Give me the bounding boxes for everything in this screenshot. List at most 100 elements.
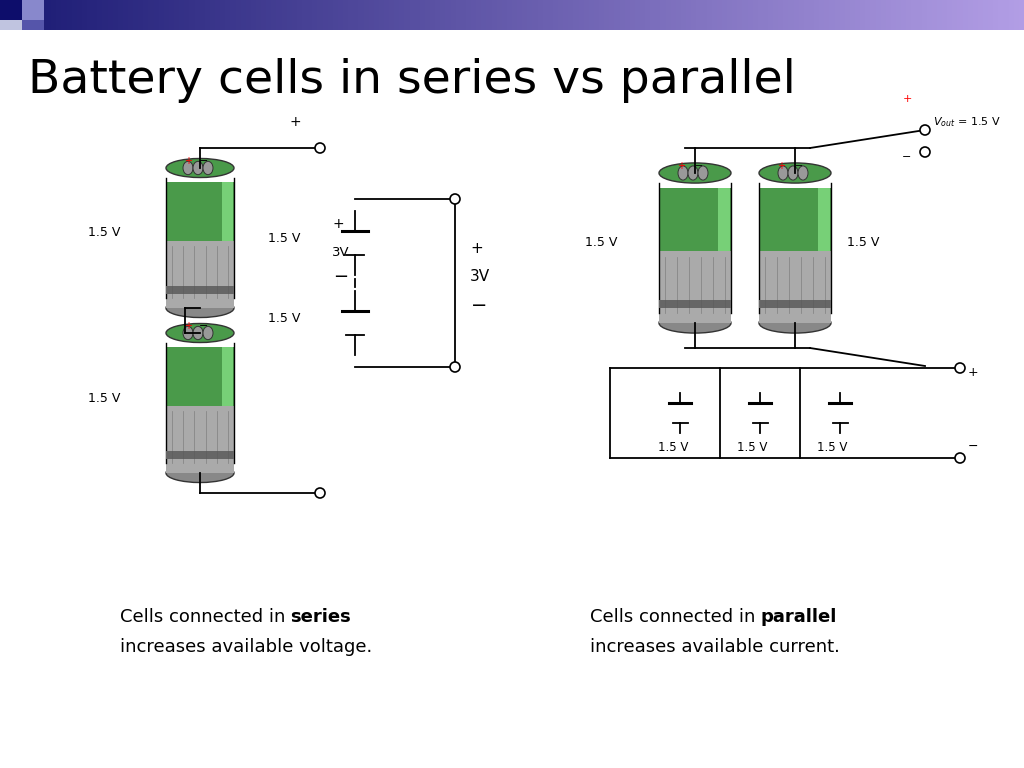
Bar [532,0,538,30]
Bar [573,0,579,30]
Ellipse shape [166,323,234,343]
Bar [461,0,466,30]
Bar [26,0,31,30]
Bar [896,0,901,30]
Bar [297,0,302,30]
Bar [742,0,748,30]
Bar [686,0,691,30]
Bar [31,0,36,30]
Bar [942,0,947,30]
Bar [819,0,824,30]
Bar [635,0,640,30]
Ellipse shape [166,158,234,177]
Bar [640,0,645,30]
Bar [22,20,44,30]
Bar [809,0,814,30]
Text: +: + [777,161,785,171]
Bar [317,0,323,30]
Bar [0,0,22,20]
Bar [456,0,461,30]
Bar [82,0,87,30]
Bar [901,0,906,30]
Text: 1.5 V: 1.5 V [267,233,300,246]
Bar [445,0,451,30]
Bar [973,0,978,30]
Bar [718,188,729,251]
Bar [614,0,620,30]
Bar [717,0,722,30]
Bar [0,0,5,30]
Bar [671,0,676,30]
Bar [983,0,988,30]
Bar [369,0,374,30]
Bar [174,0,179,30]
Bar [937,0,942,30]
Bar [166,241,234,308]
Bar [998,0,1004,30]
Text: +: + [902,94,911,104]
Bar [220,0,225,30]
Bar [773,0,778,30]
Bar [61,0,67,30]
Ellipse shape [759,163,831,183]
Bar [701,0,707,30]
Bar [845,0,850,30]
Bar [829,0,835,30]
Bar [312,0,317,30]
Bar [630,0,635,30]
Bar [865,0,870,30]
Bar [916,0,922,30]
Bar [102,0,108,30]
Bar [138,0,143,30]
Bar [497,0,502,30]
Bar [440,0,445,30]
Ellipse shape [166,463,234,482]
Text: increases available current.: increases available current. [590,638,840,656]
Bar [922,0,927,30]
Bar [759,251,831,323]
Bar [179,0,184,30]
Bar [655,0,660,30]
Bar [696,0,701,30]
Ellipse shape [688,166,698,180]
Bar [722,0,727,30]
Bar [1019,0,1024,30]
Text: +: + [184,156,193,166]
Bar [876,0,881,30]
Bar [783,0,788,30]
Bar [814,0,819,30]
Text: parallel: parallel [760,608,837,626]
Bar [230,0,236,30]
Bar [389,0,394,30]
Bar [538,0,543,30]
Bar [748,0,753,30]
Circle shape [315,488,325,498]
Ellipse shape [659,163,731,183]
Bar [200,0,205,30]
Bar [927,0,932,30]
Bar [794,0,799,30]
Bar [778,0,783,30]
Bar [384,0,389,30]
Text: 1.5 V: 1.5 V [88,392,120,405]
Ellipse shape [678,166,688,180]
Ellipse shape [183,161,193,174]
Bar [471,0,476,30]
Ellipse shape [193,161,203,174]
Bar [957,0,963,30]
Text: 1.5 V: 1.5 V [737,441,767,454]
Bar [169,0,174,30]
Bar [154,0,159,30]
Bar [563,0,568,30]
Bar [659,188,731,251]
Bar [753,0,758,30]
Bar [666,0,671,30]
Bar [328,0,333,30]
Bar [415,0,420,30]
Bar [246,0,251,30]
Bar [133,0,138,30]
Bar [727,0,732,30]
Text: −: − [968,440,979,453]
Bar [543,0,548,30]
Bar [759,188,831,251]
